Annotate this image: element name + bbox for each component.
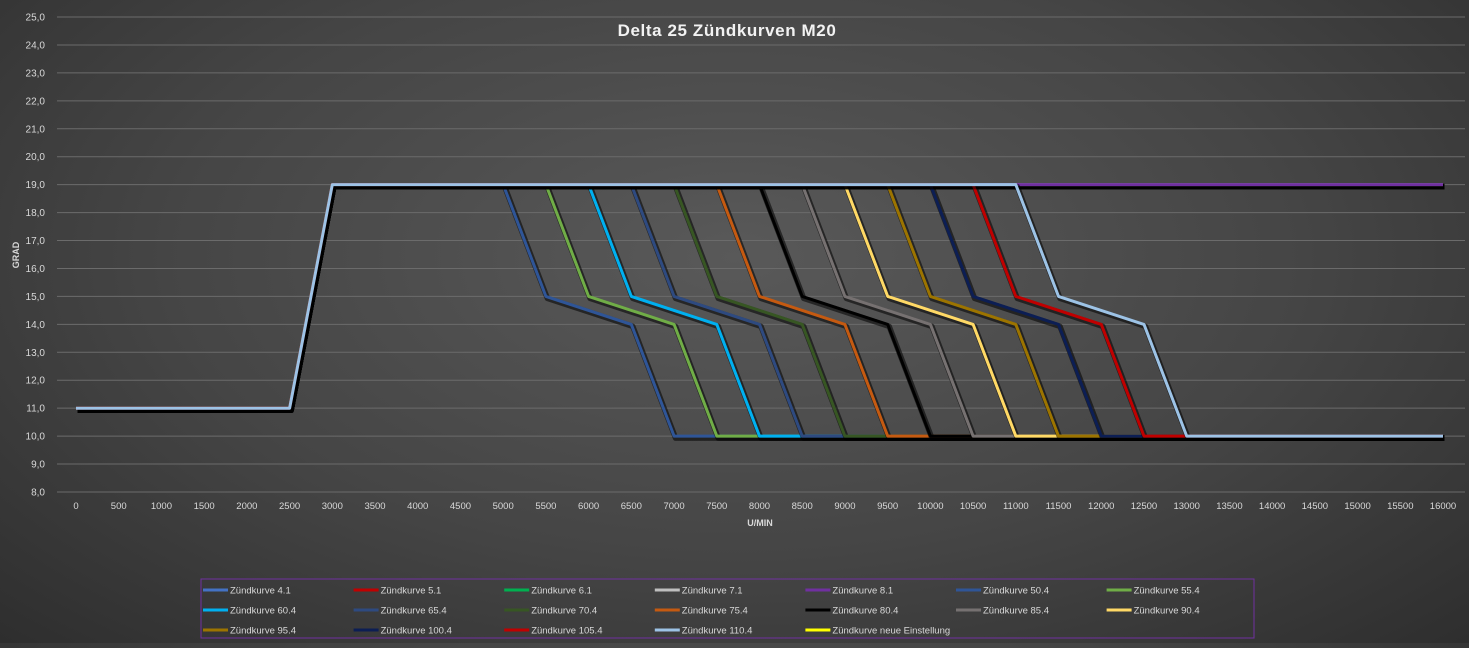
y-tick-label: 20,0: [26, 152, 46, 163]
x-tick-label: 7000: [663, 501, 684, 512]
legend-label: Zündkurve 6.1: [531, 586, 592, 597]
x-tick-label: 13500: [1216, 501, 1242, 512]
legend-label: Zündkurve 4.1: [230, 586, 291, 597]
x-tick-label: 8500: [792, 501, 813, 512]
x-tick-label: 8000: [749, 501, 770, 512]
grid-lines: [57, 16, 1465, 493]
series-line: [76, 183, 1443, 438]
legend-label: Zündkurve 85.4: [983, 606, 1049, 617]
x-tick-label: 500: [111, 501, 127, 512]
x-tick-label: 10000: [917, 501, 943, 512]
legend-label: Zündkurve 5.1: [381, 586, 442, 597]
x-tick-label: 6000: [578, 501, 599, 512]
x-tick-label: 9500: [877, 501, 898, 512]
x-tick-label: 11000: [1003, 501, 1029, 512]
y-tick-label: 22,0: [26, 96, 46, 107]
x-tick-label: 2500: [279, 501, 300, 512]
x-tick-label: 3000: [322, 501, 343, 512]
legend-label: Zündkurve neue Einstellung: [832, 626, 950, 637]
y-tick-label: 18,0: [26, 208, 46, 219]
legend-items: Zündkurve 4.1 Zündkurve 5.1 Zündkurve 6.1 Z…: [203, 586, 1200, 637]
y-tick-label: 15,0: [26, 292, 46, 303]
x-tick-label: 14000: [1259, 501, 1285, 512]
legend-label: Zündkurve 100.4: [381, 626, 452, 637]
x-tick-label: 5500: [535, 501, 556, 512]
legend-label: Zündkurve 75.4: [682, 606, 748, 617]
legend-label: Zündkurve 105.4: [531, 626, 602, 637]
y-tick-label: 12,0: [26, 376, 46, 387]
x-tick-label: 12500: [1131, 501, 1157, 512]
y-tick-label: 24,0: [26, 40, 46, 51]
legend-label: Zündkurve 60.4: [230, 606, 296, 617]
x-tick-label: 15000: [1344, 501, 1370, 512]
x-tick-label: 15500: [1387, 501, 1413, 512]
x-tick-label: 4000: [407, 501, 428, 512]
legend-label: Zündkurve 80.4: [832, 606, 898, 617]
y-tick-label: 9,0: [31, 460, 45, 471]
y-tick-label: 23,0: [26, 68, 46, 79]
y-axis-ticks: 8,0 9,0 10,0 11,0 12,0 13,0 14,0 15,0 16,0 17,0 18…: [26, 13, 46, 499]
legend-label: Zündkurve 7.1: [682, 586, 743, 597]
x-tick-label: 9000: [834, 501, 855, 512]
y-tick-label: 13,0: [26, 348, 46, 359]
y-tick-label: 21,0: [26, 124, 46, 135]
y-tick-label: 10,0: [26, 432, 46, 443]
x-tick-label: 2000: [236, 501, 257, 512]
x-tick-label: 12000: [1088, 501, 1114, 512]
series-line: [76, 183, 1443, 438]
y-tick-label: 8,0: [31, 488, 45, 499]
x-axis-ticks: 0 500 1000 1500 2000 2500 3000 3500 4000 4500 5000…: [73, 501, 1456, 512]
legend-label: Zündkurve 90.4: [1134, 606, 1200, 617]
y-tick-label: 11,0: [26, 404, 45, 415]
y-tick-label: 19,0: [26, 180, 46, 191]
x-tick-label: 14500: [1302, 501, 1328, 512]
y-tick-label: 25,0: [26, 13, 46, 24]
x-tick-label: 13000: [1173, 501, 1199, 512]
y-axis-label: GRAD: [11, 241, 21, 268]
x-tick-label: 4500: [450, 501, 471, 512]
x-tick-label: 11500: [1046, 501, 1072, 512]
x-tick-label: 0: [73, 501, 78, 512]
legend-label: Zündkurve 95.4: [230, 626, 296, 637]
legend-label: Zündkurve 8.1: [832, 586, 893, 597]
x-tick-label: 16000: [1430, 501, 1456, 512]
series-lines: [76, 183, 1445, 441]
chart-title: Delta 25 Zündkurven M20: [618, 21, 837, 40]
legend-label: Zündkurve 110.4: [682, 626, 753, 637]
x-tick-label: 10500: [960, 501, 986, 512]
x-axis-label: U/MIN: [747, 518, 773, 528]
legend-label: Zündkurve 55.4: [1134, 586, 1200, 597]
x-tick-label: 1000: [151, 501, 172, 512]
legend-box: [200, 578, 1255, 639]
x-tick-label: 7500: [706, 501, 727, 512]
x-tick-label: 6500: [621, 501, 642, 512]
x-tick-label: 1500: [194, 501, 215, 512]
legend-label: Zündkurve 65.4: [381, 606, 447, 617]
y-tick-label: 17,0: [26, 236, 46, 247]
legend-label: Zündkurve 70.4: [531, 606, 597, 617]
legend: Zündkurve 4.1 Zündkurve 5.1 Zündkurve 6.1 Z…: [200, 578, 1255, 639]
x-tick-label: 3500: [364, 501, 385, 512]
y-tick-label: 14,0: [26, 320, 46, 331]
legend-label: Zündkurve 50.4: [983, 586, 1049, 597]
y-tick-label: 16,0: [26, 264, 46, 275]
x-tick-label: 5000: [493, 501, 514, 512]
